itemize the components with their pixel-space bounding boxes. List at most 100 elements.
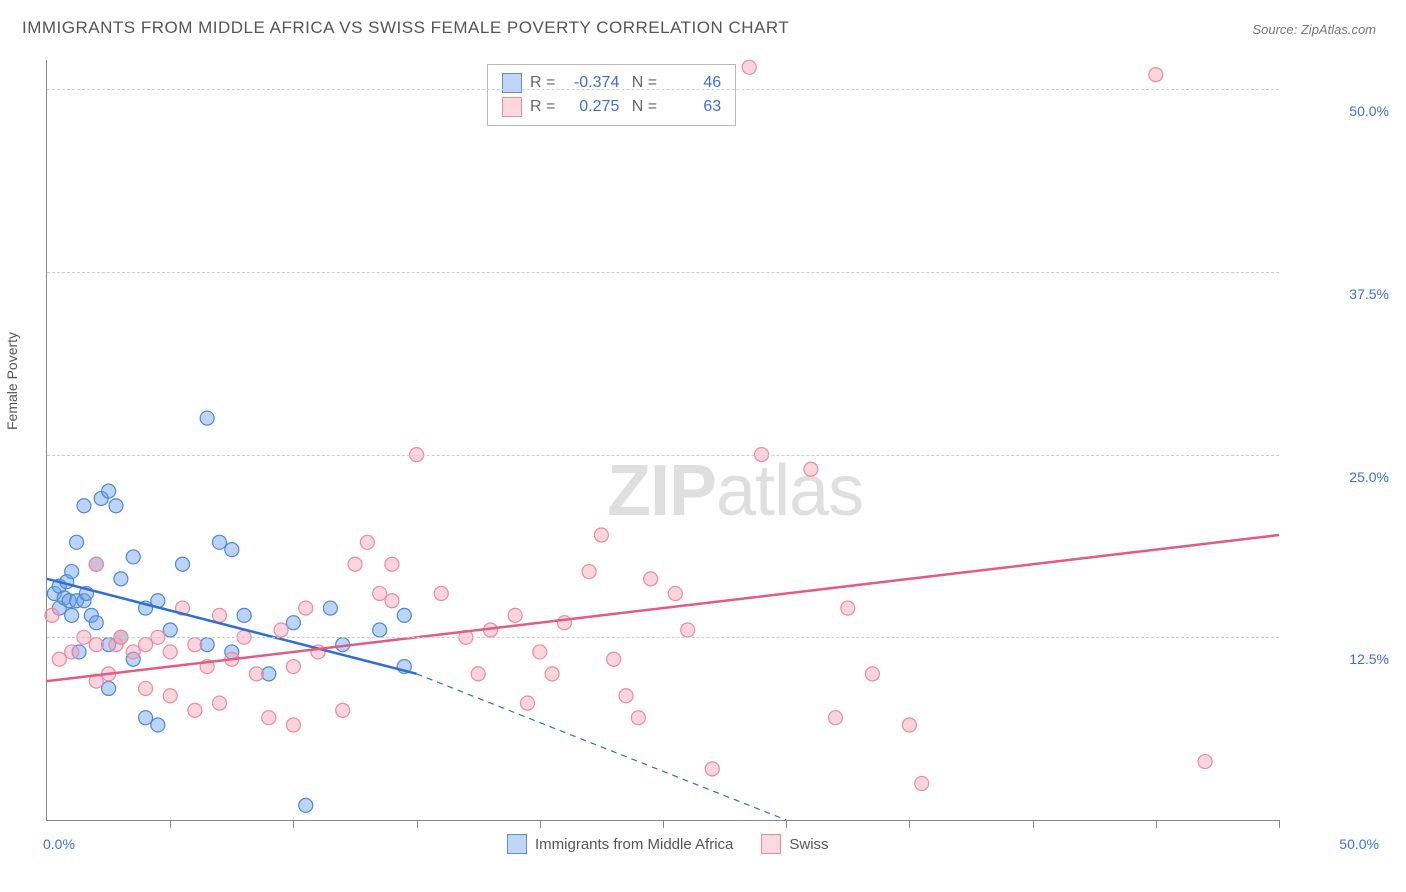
scatter-point: [188, 703, 202, 717]
y-axis-label: Female Poverty: [4, 332, 20, 430]
scatter-point: [249, 667, 263, 681]
x-axis-min-label: 0.0%: [43, 836, 75, 852]
scatter-point: [471, 667, 485, 681]
scatter-point: [323, 601, 337, 615]
y-tick-label: 12.5%: [1289, 651, 1389, 667]
scatter-point: [902, 718, 916, 732]
scatter-point: [915, 776, 929, 790]
x-tick: [1033, 820, 1034, 828]
scatter-point: [102, 484, 116, 498]
x-tick: [417, 820, 418, 828]
scatter-point: [139, 638, 153, 652]
scatter-point: [89, 638, 103, 652]
scatter-point: [681, 623, 695, 637]
scatter-point: [89, 557, 103, 571]
scatter-point: [668, 586, 682, 600]
scatter-point: [109, 499, 123, 513]
swatch-pink-icon: [761, 834, 781, 854]
scatter-point: [212, 608, 226, 622]
scatter-point: [65, 608, 79, 622]
scatter-point: [619, 689, 633, 703]
legend-item-blue: Immigrants from Middle Africa: [507, 834, 733, 854]
x-tick: [1279, 820, 1280, 828]
scatter-point: [212, 696, 226, 710]
y-tick-label: 37.5%: [1289, 286, 1389, 302]
scatter-point: [163, 645, 177, 659]
scatter-point: [385, 557, 399, 571]
y-tick-label: 25.0%: [1289, 469, 1389, 485]
plot-area: ZIPatlas R = -0.374 N = 46 R = 0.275 N =…: [46, 60, 1279, 821]
scatter-point: [176, 557, 190, 571]
gridline: [47, 89, 1279, 90]
scatter-point: [804, 462, 818, 476]
regression-line-extrapolated: [417, 674, 787, 820]
scatter-point: [65, 645, 79, 659]
scatter-point: [212, 535, 226, 549]
scatter-point: [151, 718, 165, 732]
gridline: [47, 272, 1279, 273]
scatter-point: [644, 572, 658, 586]
scatter-point: [508, 608, 522, 622]
scatter-point: [45, 608, 59, 622]
scatter-point: [139, 711, 153, 725]
scatter-point: [336, 703, 350, 717]
legend-item-pink: Swiss: [761, 834, 828, 854]
x-tick: [293, 820, 294, 828]
scatter-point: [286, 616, 300, 630]
scatter-point: [77, 499, 91, 513]
scatter-point: [582, 565, 596, 579]
scatter-point: [225, 543, 239, 557]
scatter-point: [262, 711, 276, 725]
scatter-point: [385, 594, 399, 608]
scatter-point: [373, 586, 387, 600]
scatter-point: [126, 645, 140, 659]
swatch-blue-icon: [507, 834, 527, 854]
x-tick: [540, 820, 541, 828]
scatter-point: [89, 616, 103, 630]
x-tick: [663, 820, 664, 828]
x-axis-max-label: 50.0%: [1279, 836, 1379, 852]
scatter-point: [520, 696, 534, 710]
source-attribution: Source: ZipAtlas.com: [1252, 22, 1376, 37]
scatter-point: [841, 601, 855, 615]
legend-label-blue: Immigrants from Middle Africa: [535, 836, 733, 853]
scatter-point: [299, 601, 313, 615]
scatter-point: [360, 535, 374, 549]
scatter-point: [188, 638, 202, 652]
scatter-point: [607, 652, 621, 666]
series-legend: Immigrants from Middle Africa Swiss: [507, 834, 829, 854]
scatter-point: [434, 586, 448, 600]
y-tick-label: 50.0%: [1289, 103, 1389, 119]
scatter-point: [200, 411, 214, 425]
scatter-point: [139, 681, 153, 695]
x-tick: [170, 820, 171, 828]
scatter-point: [1198, 755, 1212, 769]
scatter-point: [70, 535, 84, 549]
scatter-point: [594, 528, 608, 542]
scatter-point: [237, 608, 251, 622]
scatter-point: [742, 60, 756, 74]
gridline: [47, 455, 1279, 456]
scatter-svg: [47, 60, 1279, 820]
x-tick: [1156, 820, 1157, 828]
scatter-point: [705, 762, 719, 776]
scatter-point: [286, 660, 300, 674]
scatter-point: [533, 645, 547, 659]
scatter-point: [545, 667, 559, 681]
legend-label-pink: Swiss: [789, 836, 828, 853]
gridline: [47, 637, 1279, 638]
scatter-point: [828, 711, 842, 725]
scatter-point: [557, 616, 571, 630]
scatter-point: [52, 652, 66, 666]
scatter-point: [163, 623, 177, 637]
scatter-point: [299, 798, 313, 812]
scatter-point: [274, 623, 288, 637]
scatter-point: [65, 565, 79, 579]
scatter-point: [114, 572, 128, 586]
chart-title: IMMIGRANTS FROM MIDDLE AFRICA VS SWISS F…: [22, 18, 789, 38]
scatter-point: [163, 689, 177, 703]
scatter-point: [286, 718, 300, 732]
scatter-point: [348, 557, 362, 571]
scatter-point: [631, 711, 645, 725]
scatter-point: [1149, 68, 1163, 82]
